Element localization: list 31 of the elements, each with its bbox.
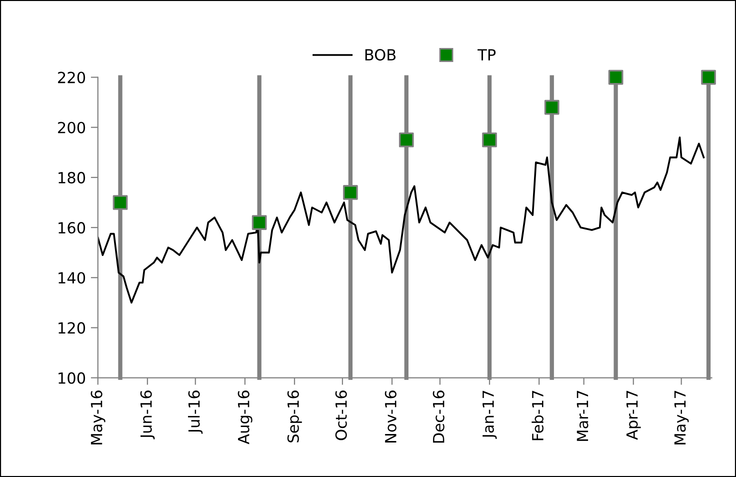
point [701,70,716,85]
x-tick-label: Dec-16 [432,390,444,443]
x-tick-label: Aug-16 [238,390,252,444]
y-tick-label: 120 [58,322,86,334]
x-tick-label: May-16 [90,390,106,444]
point [343,185,358,200]
y-tick-label: 100 [58,372,86,384]
line-series [98,136,705,304]
point [482,132,497,148]
point [544,100,560,115]
x-tick-label: May-17 [674,390,689,444]
x-tick-label: Feb-17 [532,390,544,440]
point [608,70,624,85]
x-tick-label: Nov-16 [384,390,396,442]
x-tick-label: Apr-17 [626,390,641,440]
x-tick-label: Jun-16 [140,390,155,440]
x-tick-label: Jul-16 [188,390,203,434]
x-tick-label: Jan-17 [482,390,497,439]
x-tick-label: Sep-16 [287,390,302,442]
point [252,215,267,230]
y-tick-label: 160 [58,222,86,234]
point [398,132,414,148]
y-tick-label: 140 [58,272,86,284]
legend-label: BOB [365,49,396,61]
x-tick-label: Oct-16 [335,390,347,440]
y-tick-label: 200 [58,122,86,134]
x-tick-label: Mar-17 [576,390,588,441]
y-tick-label: 220 [58,72,86,84]
y-tick-label: 180 [58,172,86,184]
legend-label: TP [478,49,496,60]
point [112,195,128,210]
